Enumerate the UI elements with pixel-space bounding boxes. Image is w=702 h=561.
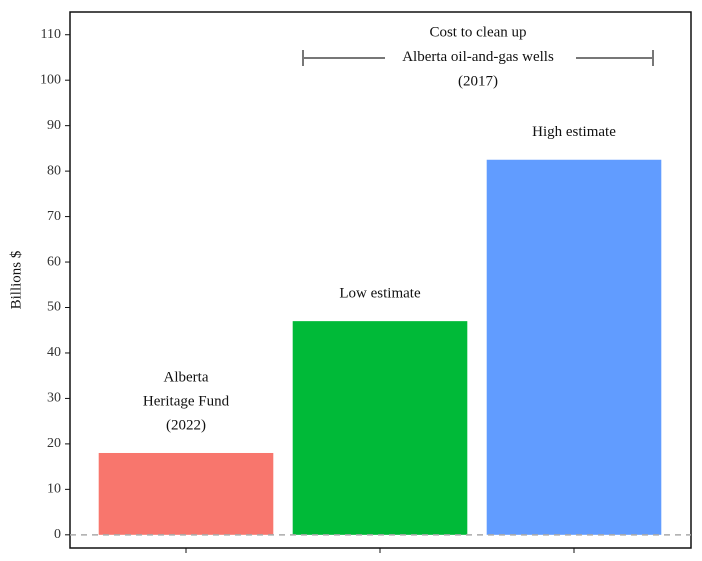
- y-tick-label: 10: [47, 482, 61, 497]
- y-tick-label: 90: [47, 118, 61, 133]
- y-tick-label: 80: [47, 163, 61, 178]
- annotation: Alberta oil-and-gas wells: [402, 49, 554, 65]
- bar-label: Low estimate: [339, 286, 421, 302]
- y-tick-label: 0: [54, 527, 61, 542]
- bar-label: Heritage Fund: [143, 393, 230, 409]
- y-tick-label: 20: [47, 436, 61, 451]
- bar: [98, 452, 274, 535]
- y-tick-label: 60: [47, 254, 61, 269]
- y-axis-label: Billions $: [8, 250, 24, 309]
- bar-label: Alberta: [164, 369, 209, 385]
- y-tick-label: 30: [47, 391, 61, 406]
- y-tick-label: 70: [47, 209, 61, 224]
- bar-label: (2022): [166, 417, 206, 433]
- bar-label: High estimate: [532, 124, 616, 140]
- annotation: (2017): [458, 73, 498, 89]
- y-tick-label: 40: [47, 345, 61, 360]
- bar: [292, 321, 468, 535]
- bar: [486, 159, 662, 535]
- annotation: Cost to clean up: [429, 24, 526, 40]
- y-tick-label: 110: [41, 27, 61, 42]
- y-tick-label: 50: [47, 300, 61, 315]
- y-tick-label: 100: [40, 72, 61, 87]
